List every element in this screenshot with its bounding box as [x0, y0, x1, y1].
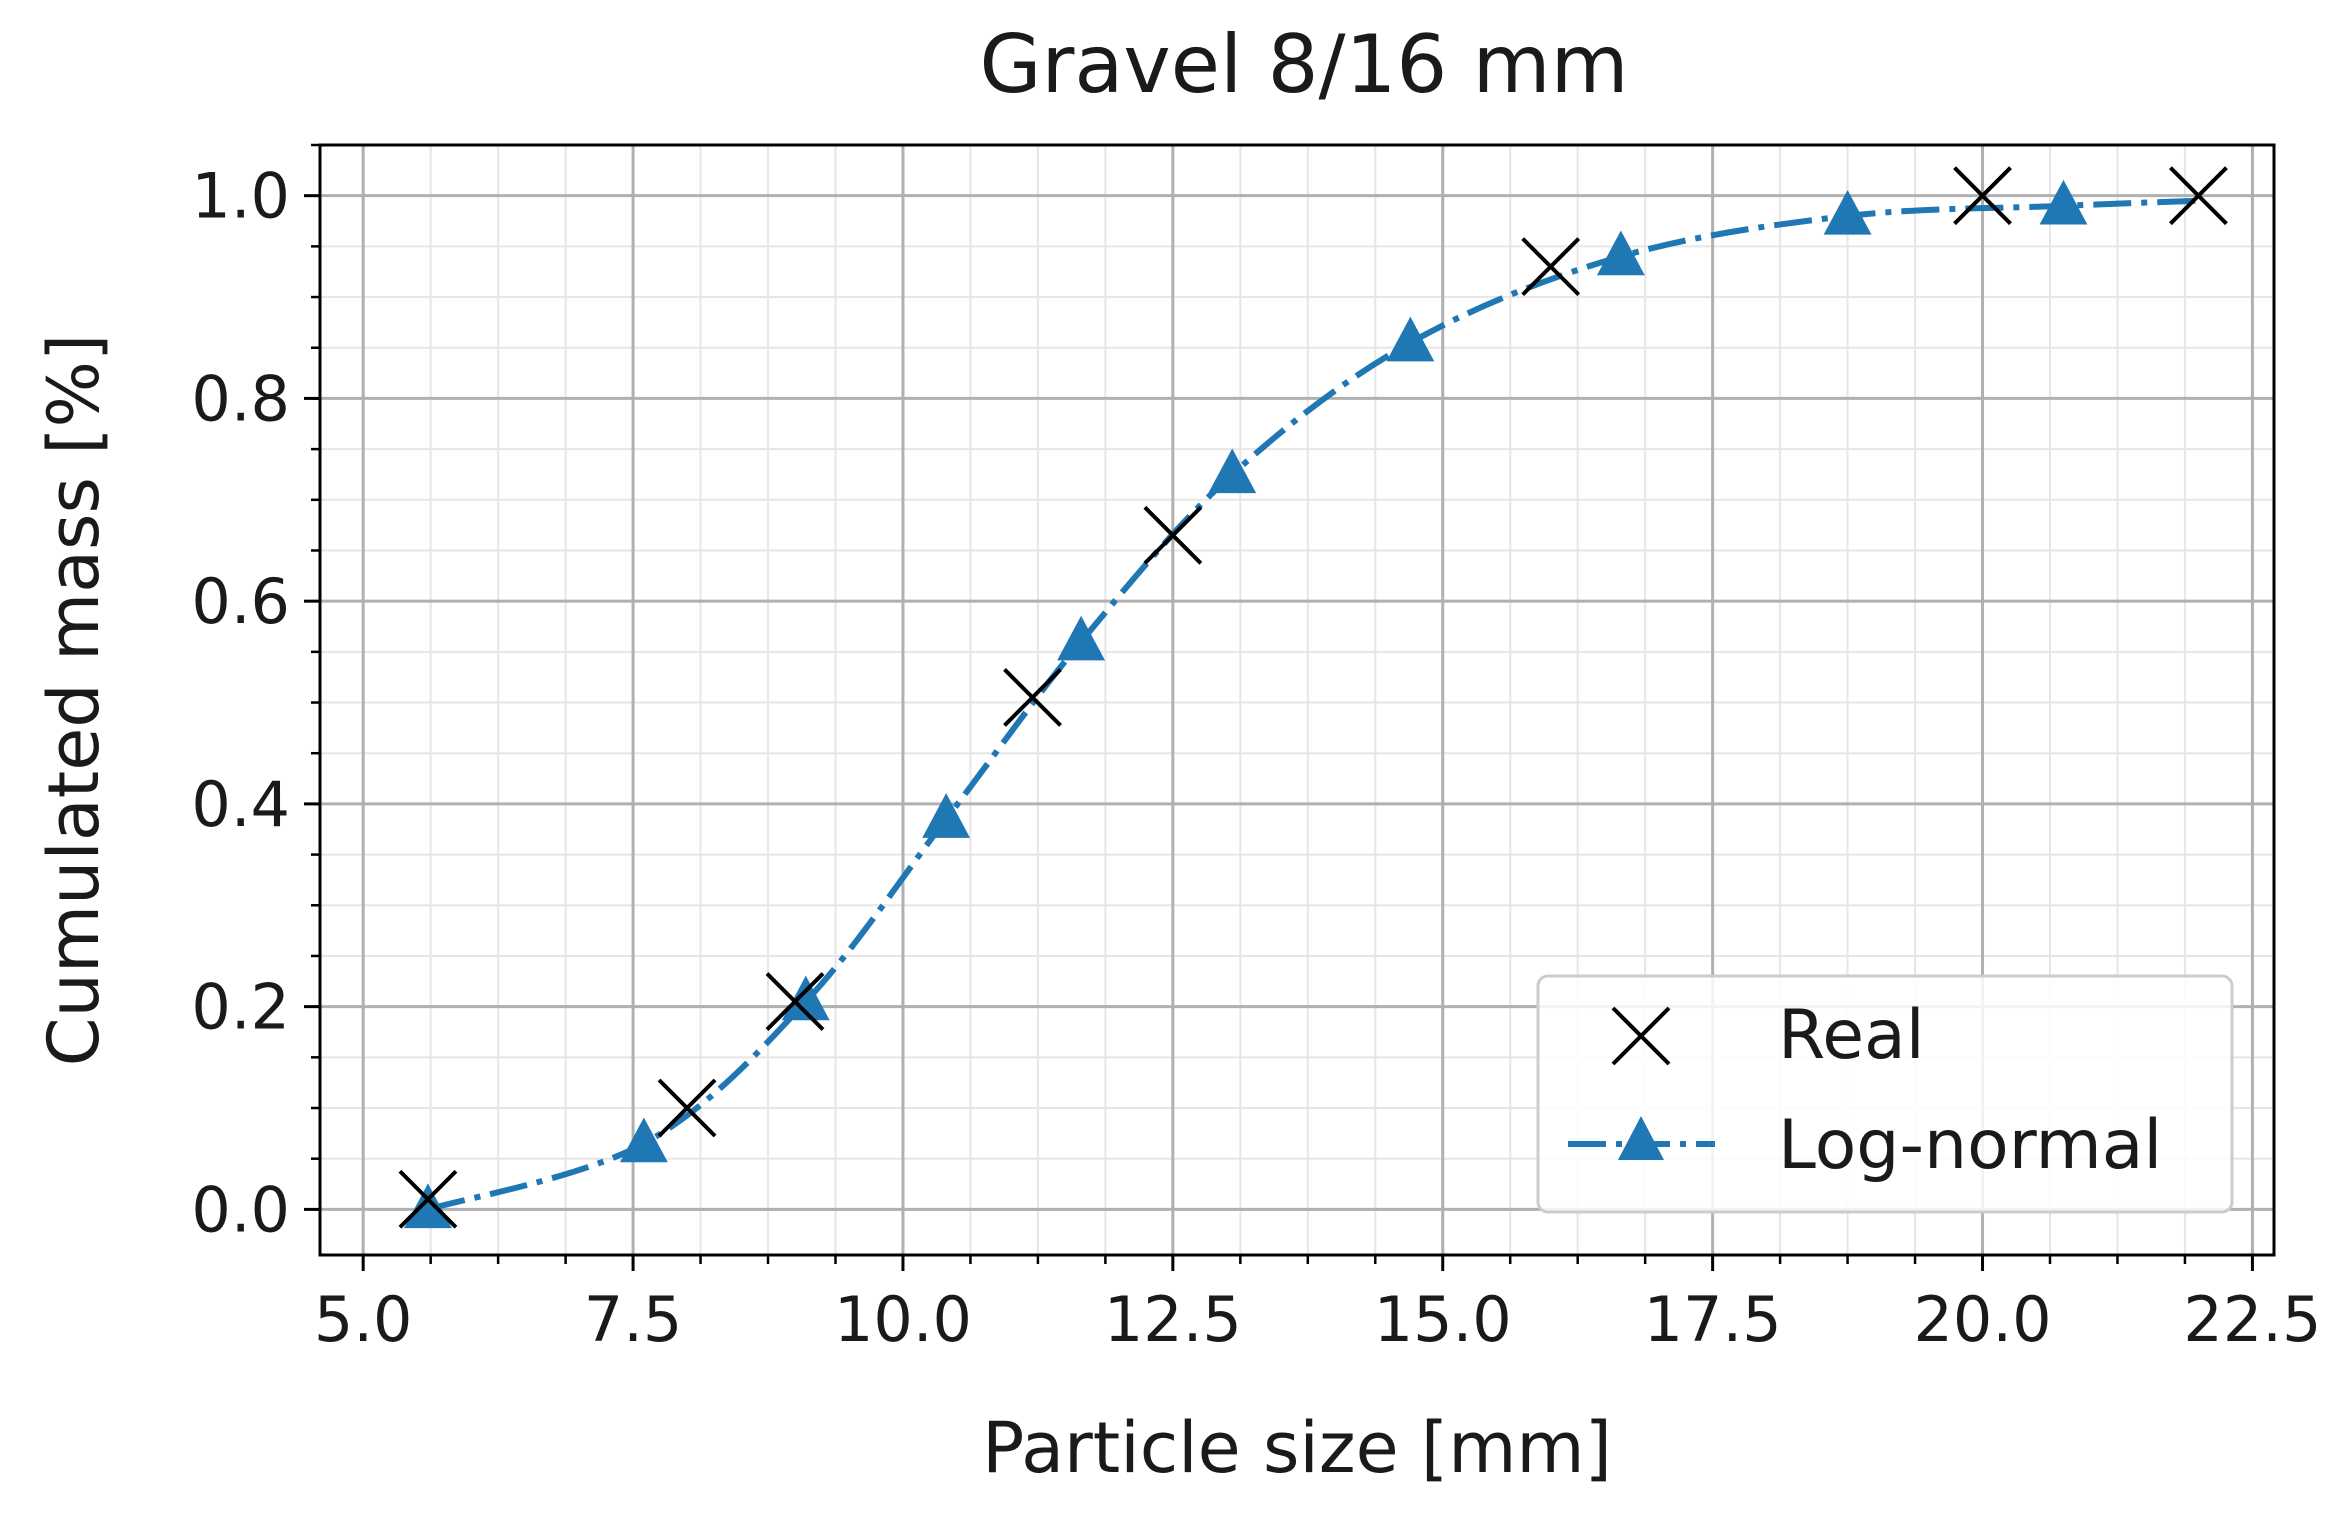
x-tick-label: 12.5	[1104, 1283, 1242, 1356]
x-tick-label: 17.5	[1644, 1283, 1782, 1356]
log-normal-point	[2039, 179, 2088, 225]
y-tick-label: 0.2	[191, 971, 290, 1044]
real-point	[2169, 166, 2228, 226]
legend: Real Log-normal	[1536, 974, 2234, 1214]
real-point	[1003, 668, 1062, 727]
log-normal-point	[404, 1183, 452, 1229]
x-tick-label: 15.0	[1374, 1283, 1512, 1356]
x-tick-label: 10.0	[834, 1283, 972, 1356]
real-point	[1521, 237, 1581, 297]
x-axis-label: Particle size [mm]	[982, 1407, 1612, 1489]
legend-label-real: Real	[1778, 996, 1925, 1075]
log-normal-point	[1823, 189, 1872, 235]
log-normal-point	[1386, 316, 1435, 362]
chart-title: Gravel 8/16 mm	[979, 18, 1628, 111]
x-tick-label: 5.0	[314, 1283, 413, 1356]
log-normal-point	[1057, 615, 1106, 661]
y-tick-label: 1.0	[191, 160, 290, 233]
x-tick-label: 22.5	[2183, 1283, 2321, 1356]
axis-ticks: 5.0 7.5 10.0 12.5 15.0 17.5 20.0 22.5 0.0 0.2 0.4 0…	[191, 143, 2321, 1356]
y-axis-label: Cumulated mass [%]	[33, 334, 115, 1067]
log-normal-point	[781, 975, 830, 1021]
legend-box	[1536, 974, 2234, 1214]
x-tick-label: 7.5	[584, 1283, 683, 1356]
log-normal-point	[922, 793, 971, 838]
real-point	[1143, 505, 1203, 565]
y-tick-label: 0.4	[191, 768, 290, 841]
real-point	[657, 1078, 717, 1138]
y-tick-label: 0.6	[191, 565, 290, 638]
x-tick-label: 20.0	[1913, 1283, 2051, 1356]
legend-label-log-normal: Log-normal	[1778, 1106, 2162, 1185]
plot-frame	[318, 143, 2276, 1257]
y-tick-label: 0.8	[191, 362, 290, 435]
real-point	[765, 972, 825, 1031]
log-normal-point	[619, 1117, 668, 1163]
real-point	[398, 1169, 458, 1229]
legend-marker-real	[1611, 1006, 1671, 1066]
legend-marker-log-normal	[1568, 1116, 1715, 1160]
log-normal-point	[1596, 230, 1645, 276]
series-layer	[398, 166, 2228, 1229]
y-tick-label: 0.0	[191, 1173, 290, 1246]
log-normal-point	[1208, 448, 1257, 494]
real-point	[1953, 166, 2012, 226]
